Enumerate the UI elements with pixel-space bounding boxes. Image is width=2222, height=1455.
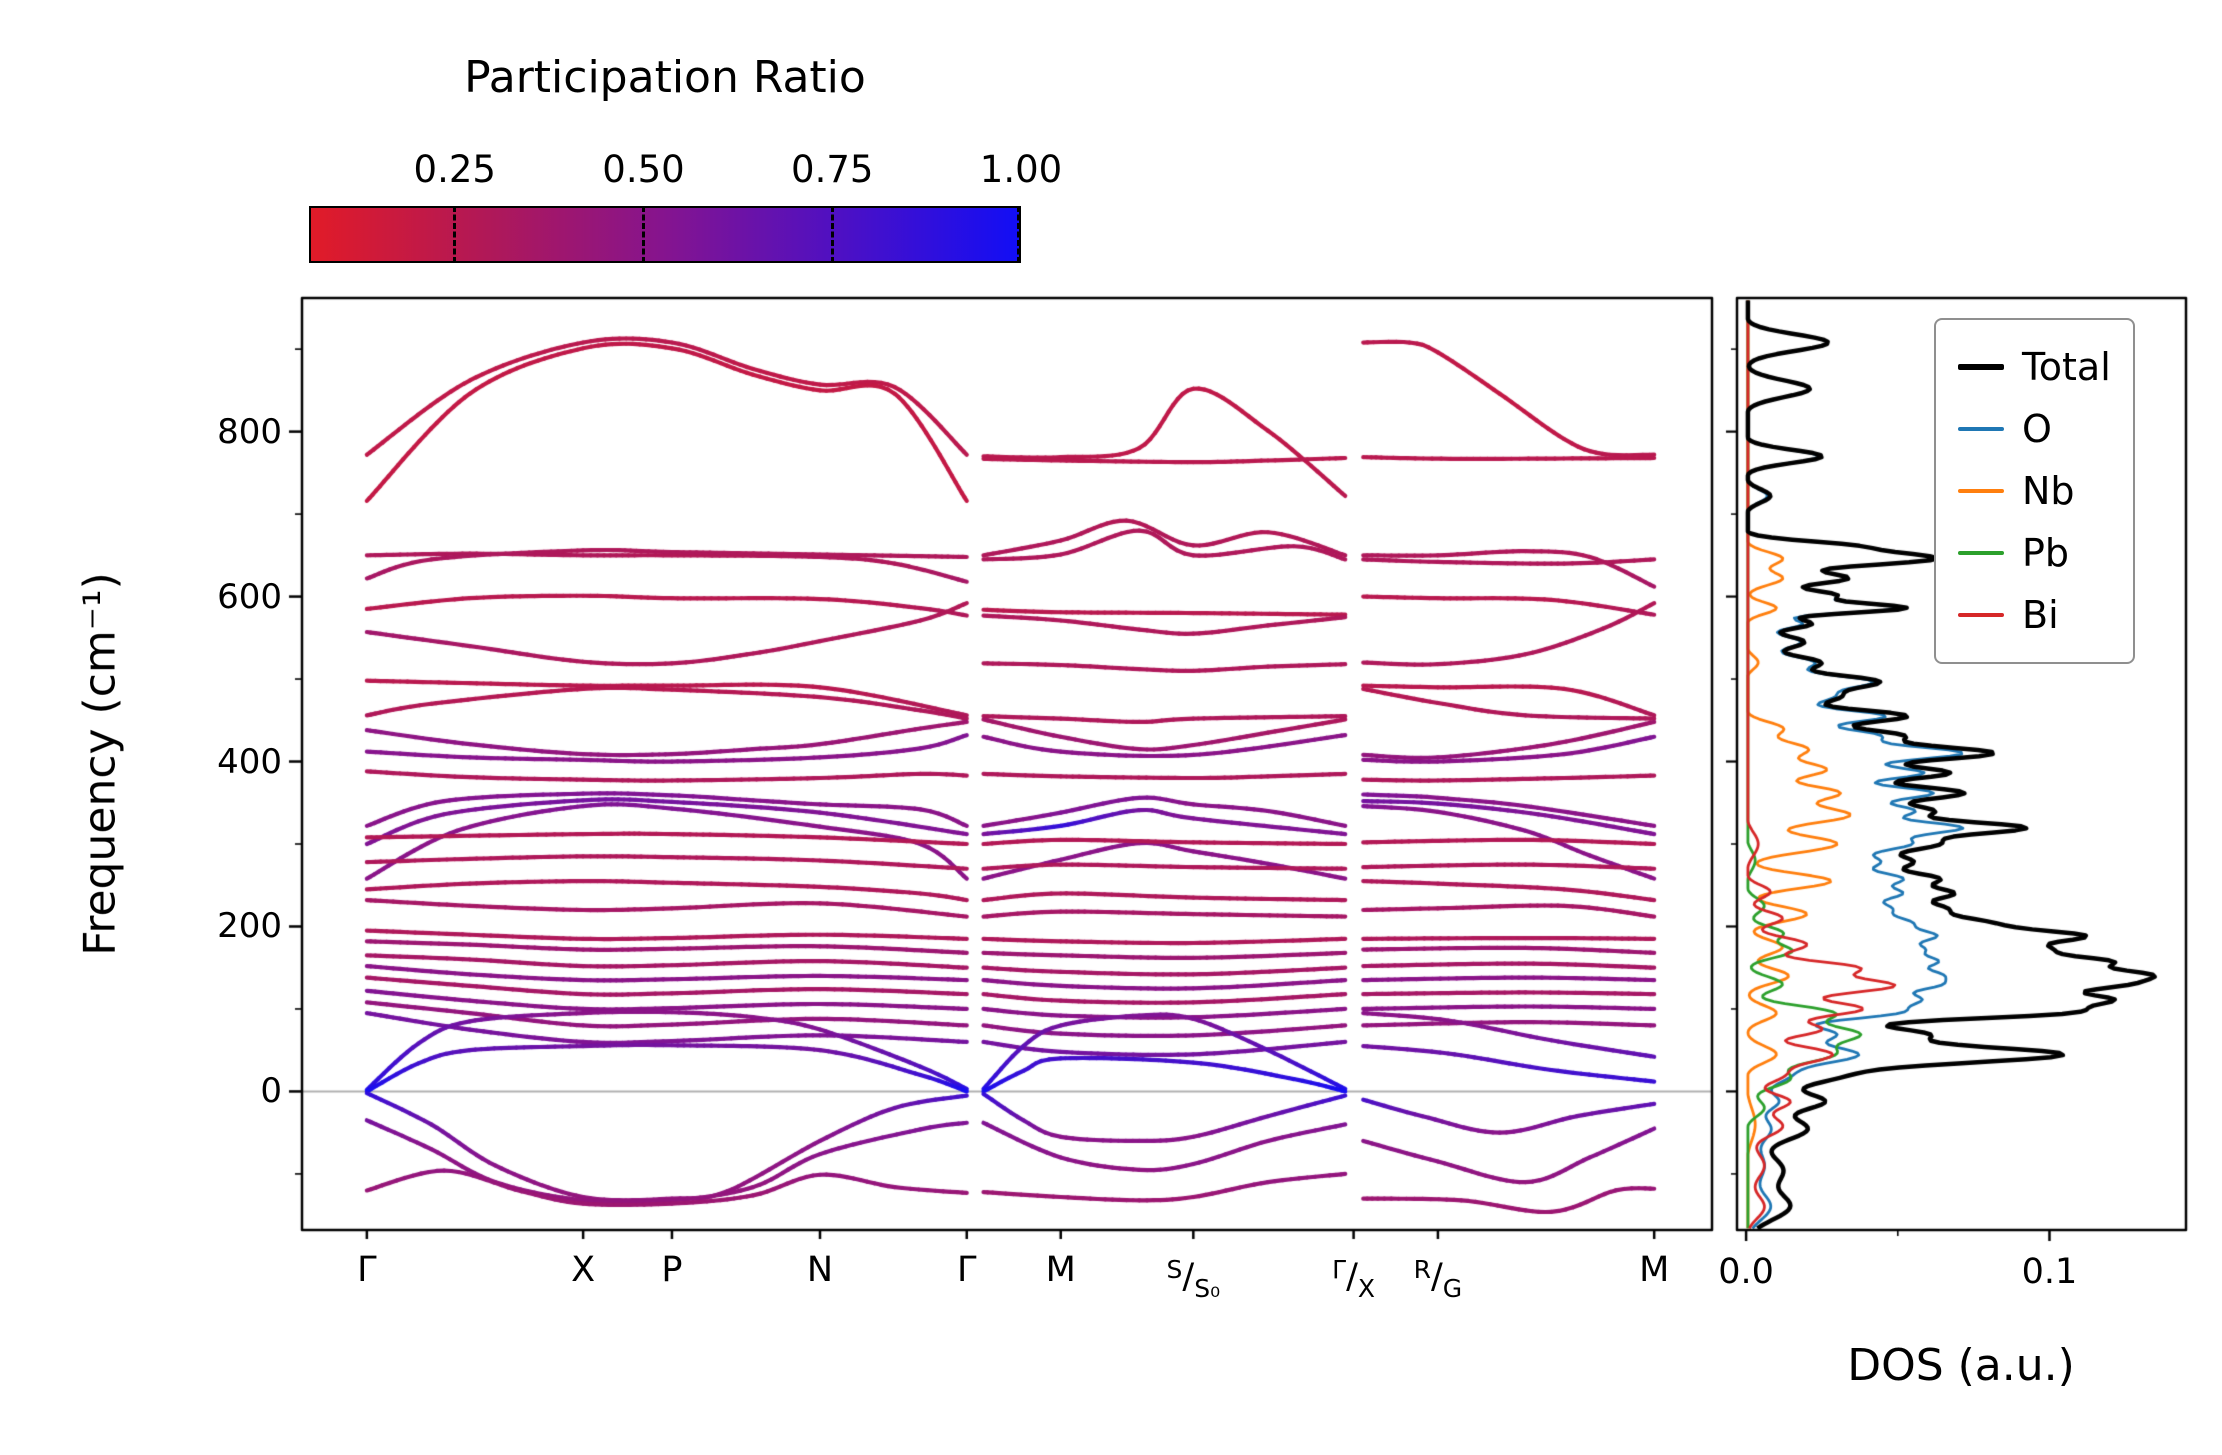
legend-entries: Total O Nb Pb Bi	[1958, 336, 2111, 646]
legend-entry-o: O	[1958, 398, 2111, 460]
legend-label: Total	[2022, 345, 2111, 389]
frequency-tick-label: 0	[260, 1071, 282, 1112]
frequency-tick-label: 400	[217, 741, 282, 782]
frequency-tick-label: 200	[217, 906, 282, 947]
kpoint-tick-label: R/G	[1414, 1250, 1463, 1309]
kpoint-label-sub: S₀	[1194, 1274, 1221, 1303]
kpoint-label-sub: G	[1442, 1274, 1463, 1303]
legend-line-swatch	[1958, 613, 2004, 617]
kpoint-tick-label: Γ	[357, 1250, 377, 1290]
legend-entry-total: Total	[1958, 336, 2111, 398]
kpoint-label-sup: R	[1413, 1255, 1432, 1284]
colorbar-title: Participation Ratio	[464, 52, 866, 103]
kpoint-tick-label: S/S₀	[1167, 1250, 1221, 1309]
frequency-tick-label: 600	[217, 576, 282, 617]
kpoint-tick-label: Γ	[957, 1250, 977, 1290]
legend-line-swatch	[1958, 551, 2004, 555]
colorbar-tick-label: 0.75	[791, 148, 874, 191]
kpoint-tick-label: N	[806, 1250, 834, 1290]
kpoint-label-slash: /	[1182, 1257, 1195, 1297]
dos-axis-label: DOS (a.u.)	[1847, 1340, 2075, 1391]
dos-tick-label: 0.0	[1718, 1252, 1774, 1292]
legend-entry-bi: Bi	[1958, 584, 2111, 646]
kpoint-label-slash: /	[1431, 1257, 1443, 1297]
colorbar-tick-label: 1.00	[979, 148, 1063, 191]
colorbar-tick-line	[641, 206, 645, 263]
kpoint-label-sup: S	[1166, 1255, 1183, 1284]
legend-label: O	[2022, 407, 2052, 451]
colorbar	[309, 206, 1021, 263]
kpoint-label-sub: X	[1357, 1274, 1376, 1303]
kpoint-tick-label: P	[661, 1250, 683, 1290]
frequency-tick-label: 800	[217, 411, 282, 452]
legend-entry-pb: Pb	[1958, 522, 2111, 584]
legend-line-swatch	[1958, 489, 2004, 493]
kpoint-tick-label: M	[1639, 1250, 1670, 1290]
kpoint-label-sup: Γ	[1332, 1255, 1347, 1284]
colorbar-tick-line	[1016, 206, 1020, 263]
dos-tick-label: 0.1	[2021, 1252, 2078, 1292]
legend-label: Pb	[2022, 531, 2070, 575]
colorbar-tick-label: 0.50	[602, 148, 685, 191]
colorbar-tick-line	[453, 206, 457, 263]
legend-line-swatch	[1958, 427, 2004, 431]
kpoint-tick-label: X	[571, 1250, 596, 1290]
legend: Total O Nb Pb Bi	[1934, 318, 2135, 664]
colorbar-tick-line	[830, 206, 834, 263]
kpoint-label-slash: /	[1346, 1257, 1358, 1297]
colorbar-tick-label: 0.25	[413, 148, 496, 191]
kpoint-tick-label: M	[1045, 1250, 1076, 1290]
kpoint-tick-label: Γ/X	[1332, 1250, 1375, 1309]
legend-line-swatch	[1958, 364, 2004, 370]
legend-entry-nb: Nb	[1958, 460, 2111, 522]
legend-label: Bi	[2022, 593, 2059, 637]
legend-label: Nb	[2022, 469, 2075, 513]
